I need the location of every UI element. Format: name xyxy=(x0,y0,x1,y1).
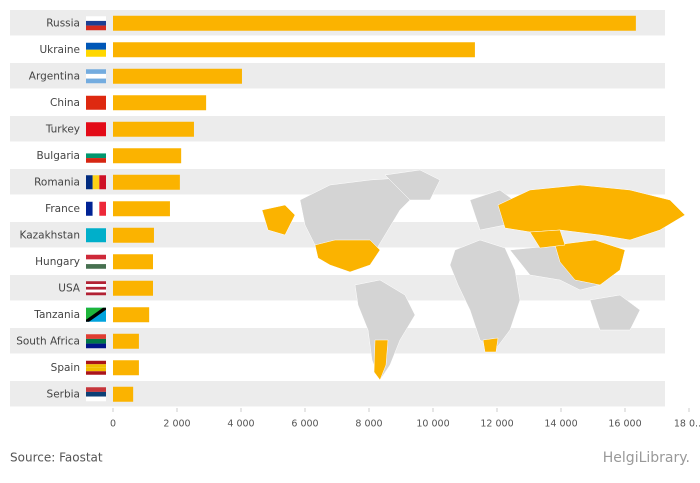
flag xyxy=(86,73,106,79)
bar xyxy=(113,280,153,296)
category-label: Bulgaria xyxy=(36,150,80,162)
flag xyxy=(86,281,106,285)
flag xyxy=(86,16,106,21)
flag xyxy=(86,153,106,159)
x-tick-label: 14 000 xyxy=(544,419,577,430)
x-tick-label: 10 000 xyxy=(416,419,449,430)
bar xyxy=(113,254,153,270)
bar xyxy=(113,15,636,31)
category-label: Romania xyxy=(34,176,80,188)
bar xyxy=(113,227,154,243)
flag xyxy=(86,148,106,154)
category-label: Argentina xyxy=(29,70,80,82)
bar xyxy=(113,360,139,376)
flag xyxy=(86,286,106,290)
flag xyxy=(86,289,106,293)
flag xyxy=(86,259,106,265)
source-note: Source: Faostat xyxy=(10,451,103,465)
category-label: South Africa xyxy=(16,335,80,347)
flag xyxy=(86,396,106,402)
bar xyxy=(113,333,139,349)
x-tick-label: 12 000 xyxy=(480,419,513,430)
category-label: Spain xyxy=(51,362,80,374)
category-label: Russia xyxy=(46,17,80,29)
bar xyxy=(113,42,475,58)
category-label: Kazakhstan xyxy=(20,229,81,241)
bar xyxy=(113,386,134,402)
flag xyxy=(86,307,106,322)
x-tick-label: 18 0... xyxy=(674,419,700,430)
flag xyxy=(86,292,106,296)
row-stripe xyxy=(10,63,665,89)
flag xyxy=(86,338,106,344)
row-stripe xyxy=(10,116,665,142)
flag xyxy=(86,367,106,372)
x-tick-label: 2 000 xyxy=(163,419,190,430)
category-label: China xyxy=(50,97,80,109)
category-label: Hungary xyxy=(35,256,80,268)
brand-logo: HelgiLibrary. xyxy=(603,450,690,466)
category-label: Turkey xyxy=(45,123,80,135)
world-map-highlight xyxy=(261,184,686,381)
category-label: Serbia xyxy=(47,388,80,400)
category-label: Ukraine xyxy=(39,44,80,56)
flag xyxy=(86,122,106,137)
category-label: USA xyxy=(58,282,81,294)
flag xyxy=(86,334,106,339)
flag xyxy=(92,201,100,216)
bar xyxy=(113,121,194,137)
flag xyxy=(86,228,106,243)
bar xyxy=(113,174,180,190)
x-tick-label: 0 xyxy=(110,419,116,430)
flag xyxy=(86,49,106,57)
row-stripe xyxy=(10,328,665,354)
flag xyxy=(86,360,106,365)
bar xyxy=(113,148,182,164)
bar xyxy=(113,307,150,323)
bar xyxy=(113,95,207,111)
category-label: Tanzania xyxy=(33,309,80,321)
flag xyxy=(92,175,100,190)
category-label: France xyxy=(45,203,80,215)
flag xyxy=(86,42,106,50)
flag xyxy=(86,25,106,31)
x-tick-label: 4 000 xyxy=(227,419,254,430)
flag xyxy=(86,391,106,397)
flag xyxy=(99,175,106,190)
flag xyxy=(99,201,106,216)
x-tick-label: 16 000 xyxy=(608,419,641,430)
flag xyxy=(86,20,106,26)
x-tick-label: 6 000 xyxy=(291,419,318,430)
x-tick-label: 8 000 xyxy=(355,419,382,430)
flag xyxy=(86,343,106,349)
flag xyxy=(86,284,106,287)
flag xyxy=(86,387,106,392)
flag xyxy=(86,254,106,260)
row-stripe xyxy=(10,381,665,407)
bar xyxy=(113,201,170,217)
flag xyxy=(86,364,106,368)
bar xyxy=(113,68,242,84)
flag xyxy=(86,264,106,269)
flag xyxy=(86,158,106,163)
flag xyxy=(86,371,106,375)
flag xyxy=(86,69,106,74)
flag xyxy=(86,78,106,84)
flag xyxy=(86,201,93,216)
flag xyxy=(86,95,106,110)
flag xyxy=(86,175,93,190)
